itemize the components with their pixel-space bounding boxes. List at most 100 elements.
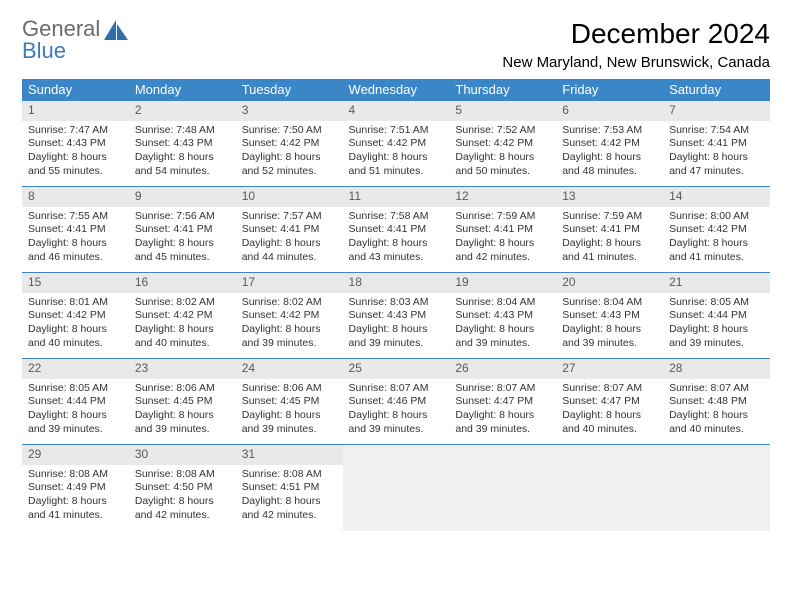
sunset-line: Sunset: 4:48 PM <box>669 395 764 409</box>
daylight-line-2: and 39 minutes. <box>242 337 337 351</box>
calendar-day-cell: 15Sunrise: 8:01 AMSunset: 4:42 PMDayligh… <box>22 273 129 359</box>
sunrise-line: Sunrise: 7:59 AM <box>562 210 657 224</box>
calendar-day-cell: 22Sunrise: 8:05 AMSunset: 4:44 PMDayligh… <box>22 359 129 445</box>
calendar-week-row: 22Sunrise: 8:05 AMSunset: 4:44 PMDayligh… <box>22 359 770 445</box>
sunrise-line: Sunrise: 8:07 AM <box>669 382 764 396</box>
sunset-line: Sunset: 4:47 PM <box>562 395 657 409</box>
daylight-line-1: Daylight: 8 hours <box>135 495 230 509</box>
calendar-day-cell <box>663 445 770 531</box>
daylight-line-1: Daylight: 8 hours <box>28 151 123 165</box>
daylight-line-2: and 39 minutes. <box>349 423 444 437</box>
sunrise-line: Sunrise: 7:59 AM <box>455 210 550 224</box>
day-number: 7 <box>663 101 770 121</box>
day-number: 23 <box>129 359 236 379</box>
sunset-line: Sunset: 4:43 PM <box>135 137 230 151</box>
calendar-day-cell: 7Sunrise: 7:54 AMSunset: 4:41 PMDaylight… <box>663 101 770 187</box>
calendar-day-cell: 23Sunrise: 8:06 AMSunset: 4:45 PMDayligh… <box>129 359 236 445</box>
sunrise-line: Sunrise: 8:07 AM <box>455 382 550 396</box>
day-number: 16 <box>129 273 236 293</box>
sunset-line: Sunset: 4:42 PM <box>455 137 550 151</box>
day-number: 30 <box>129 445 236 465</box>
daylight-line-2: and 42 minutes. <box>455 251 550 265</box>
sunrise-line: Sunrise: 7:51 AM <box>349 124 444 138</box>
day-body: Sunrise: 8:06 AMSunset: 4:45 PMDaylight:… <box>129 379 236 441</box>
sunrise-line: Sunrise: 8:07 AM <box>349 382 444 396</box>
day-body: Sunrise: 8:03 AMSunset: 4:43 PMDaylight:… <box>343 293 450 355</box>
daylight-line-1: Daylight: 8 hours <box>455 409 550 423</box>
sunset-line: Sunset: 4:43 PM <box>349 309 444 323</box>
day-body: Sunrise: 7:54 AMSunset: 4:41 PMDaylight:… <box>663 121 770 183</box>
day-number: 9 <box>129 187 236 207</box>
calendar-table: SundayMondayTuesdayWednesdayThursdayFrid… <box>22 79 770 531</box>
calendar-day-cell: 4Sunrise: 7:51 AMSunset: 4:42 PMDaylight… <box>343 101 450 187</box>
daylight-line-2: and 40 minutes. <box>669 423 764 437</box>
daylight-line-1: Daylight: 8 hours <box>242 323 337 337</box>
sunset-line: Sunset: 4:42 PM <box>242 137 337 151</box>
calendar-day-cell: 5Sunrise: 7:52 AMSunset: 4:42 PMDaylight… <box>449 101 556 187</box>
day-body: Sunrise: 8:00 AMSunset: 4:42 PMDaylight:… <box>663 207 770 269</box>
day-number: 18 <box>343 273 450 293</box>
sunset-line: Sunset: 4:41 PM <box>349 223 444 237</box>
day-body: Sunrise: 8:02 AMSunset: 4:42 PMDaylight:… <box>129 293 236 355</box>
calendar-day-cell: 28Sunrise: 8:07 AMSunset: 4:48 PMDayligh… <box>663 359 770 445</box>
daylight-line-2: and 39 minutes. <box>135 423 230 437</box>
sunset-line: Sunset: 4:42 PM <box>349 137 444 151</box>
sunset-line: Sunset: 4:41 PM <box>455 223 550 237</box>
weekday-header: Sunday <box>22 79 129 101</box>
sunrise-line: Sunrise: 8:04 AM <box>562 296 657 310</box>
day-body: Sunrise: 8:07 AMSunset: 4:46 PMDaylight:… <box>343 379 450 441</box>
sunrise-line: Sunrise: 8:02 AM <box>242 296 337 310</box>
calendar-day-cell: 12Sunrise: 7:59 AMSunset: 4:41 PMDayligh… <box>449 187 556 273</box>
day-number: 19 <box>449 273 556 293</box>
calendar-day-cell: 27Sunrise: 8:07 AMSunset: 4:47 PMDayligh… <box>556 359 663 445</box>
sunrise-line: Sunrise: 7:57 AM <box>242 210 337 224</box>
daylight-line-1: Daylight: 8 hours <box>135 323 230 337</box>
day-body: Sunrise: 7:59 AMSunset: 4:41 PMDaylight:… <box>449 207 556 269</box>
calendar-day-cell <box>556 445 663 531</box>
sunrise-line: Sunrise: 7:58 AM <box>349 210 444 224</box>
logo-text: General Blue <box>22 18 100 62</box>
daylight-line-1: Daylight: 8 hours <box>28 237 123 251</box>
calendar-day-cell: 16Sunrise: 8:02 AMSunset: 4:42 PMDayligh… <box>129 273 236 359</box>
calendar-day-cell: 26Sunrise: 8:07 AMSunset: 4:47 PMDayligh… <box>449 359 556 445</box>
day-number: 15 <box>22 273 129 293</box>
sunset-line: Sunset: 4:41 PM <box>669 137 764 151</box>
day-body: Sunrise: 7:58 AMSunset: 4:41 PMDaylight:… <box>343 207 450 269</box>
sunrise-line: Sunrise: 7:50 AM <box>242 124 337 138</box>
sunset-line: Sunset: 4:43 PM <box>562 309 657 323</box>
day-number: 25 <box>343 359 450 379</box>
weekday-header: Saturday <box>663 79 770 101</box>
weekday-header: Monday <box>129 79 236 101</box>
day-body: Sunrise: 7:57 AMSunset: 4:41 PMDaylight:… <box>236 207 343 269</box>
daylight-line-2: and 39 minutes. <box>349 337 444 351</box>
sunrise-line: Sunrise: 8:08 AM <box>242 468 337 482</box>
daylight-line-2: and 48 minutes. <box>562 165 657 179</box>
day-number: 14 <box>663 187 770 207</box>
daylight-line-1: Daylight: 8 hours <box>349 237 444 251</box>
day-body: Sunrise: 7:56 AMSunset: 4:41 PMDaylight:… <box>129 207 236 269</box>
day-body: Sunrise: 8:05 AMSunset: 4:44 PMDaylight:… <box>663 293 770 355</box>
daylight-line-2: and 41 minutes. <box>562 251 657 265</box>
day-body: Sunrise: 7:47 AMSunset: 4:43 PMDaylight:… <box>22 121 129 183</box>
day-number: 12 <box>449 187 556 207</box>
day-body: Sunrise: 7:48 AMSunset: 4:43 PMDaylight:… <box>129 121 236 183</box>
day-number: 24 <box>236 359 343 379</box>
calendar-day-cell: 13Sunrise: 7:59 AMSunset: 4:41 PMDayligh… <box>556 187 663 273</box>
weekday-header: Friday <box>556 79 663 101</box>
calendar-day-cell: 31Sunrise: 8:08 AMSunset: 4:51 PMDayligh… <box>236 445 343 531</box>
sunset-line: Sunset: 4:42 PM <box>28 309 123 323</box>
daylight-line-1: Daylight: 8 hours <box>562 237 657 251</box>
sunrise-line: Sunrise: 7:52 AM <box>455 124 550 138</box>
day-body: Sunrise: 7:50 AMSunset: 4:42 PMDaylight:… <box>236 121 343 183</box>
calendar-day-cell <box>449 445 556 531</box>
day-number: 8 <box>22 187 129 207</box>
day-body: Sunrise: 8:07 AMSunset: 4:47 PMDaylight:… <box>449 379 556 441</box>
day-number: 11 <box>343 187 450 207</box>
location-text: New Maryland, New Brunswick, Canada <box>502 54 770 71</box>
calendar-week-row: 1Sunrise: 7:47 AMSunset: 4:43 PMDaylight… <box>22 101 770 187</box>
daylight-line-1: Daylight: 8 hours <box>669 151 764 165</box>
daylight-line-1: Daylight: 8 hours <box>349 323 444 337</box>
day-number: 13 <box>556 187 663 207</box>
day-number: 6 <box>556 101 663 121</box>
sunrise-line: Sunrise: 8:06 AM <box>242 382 337 396</box>
